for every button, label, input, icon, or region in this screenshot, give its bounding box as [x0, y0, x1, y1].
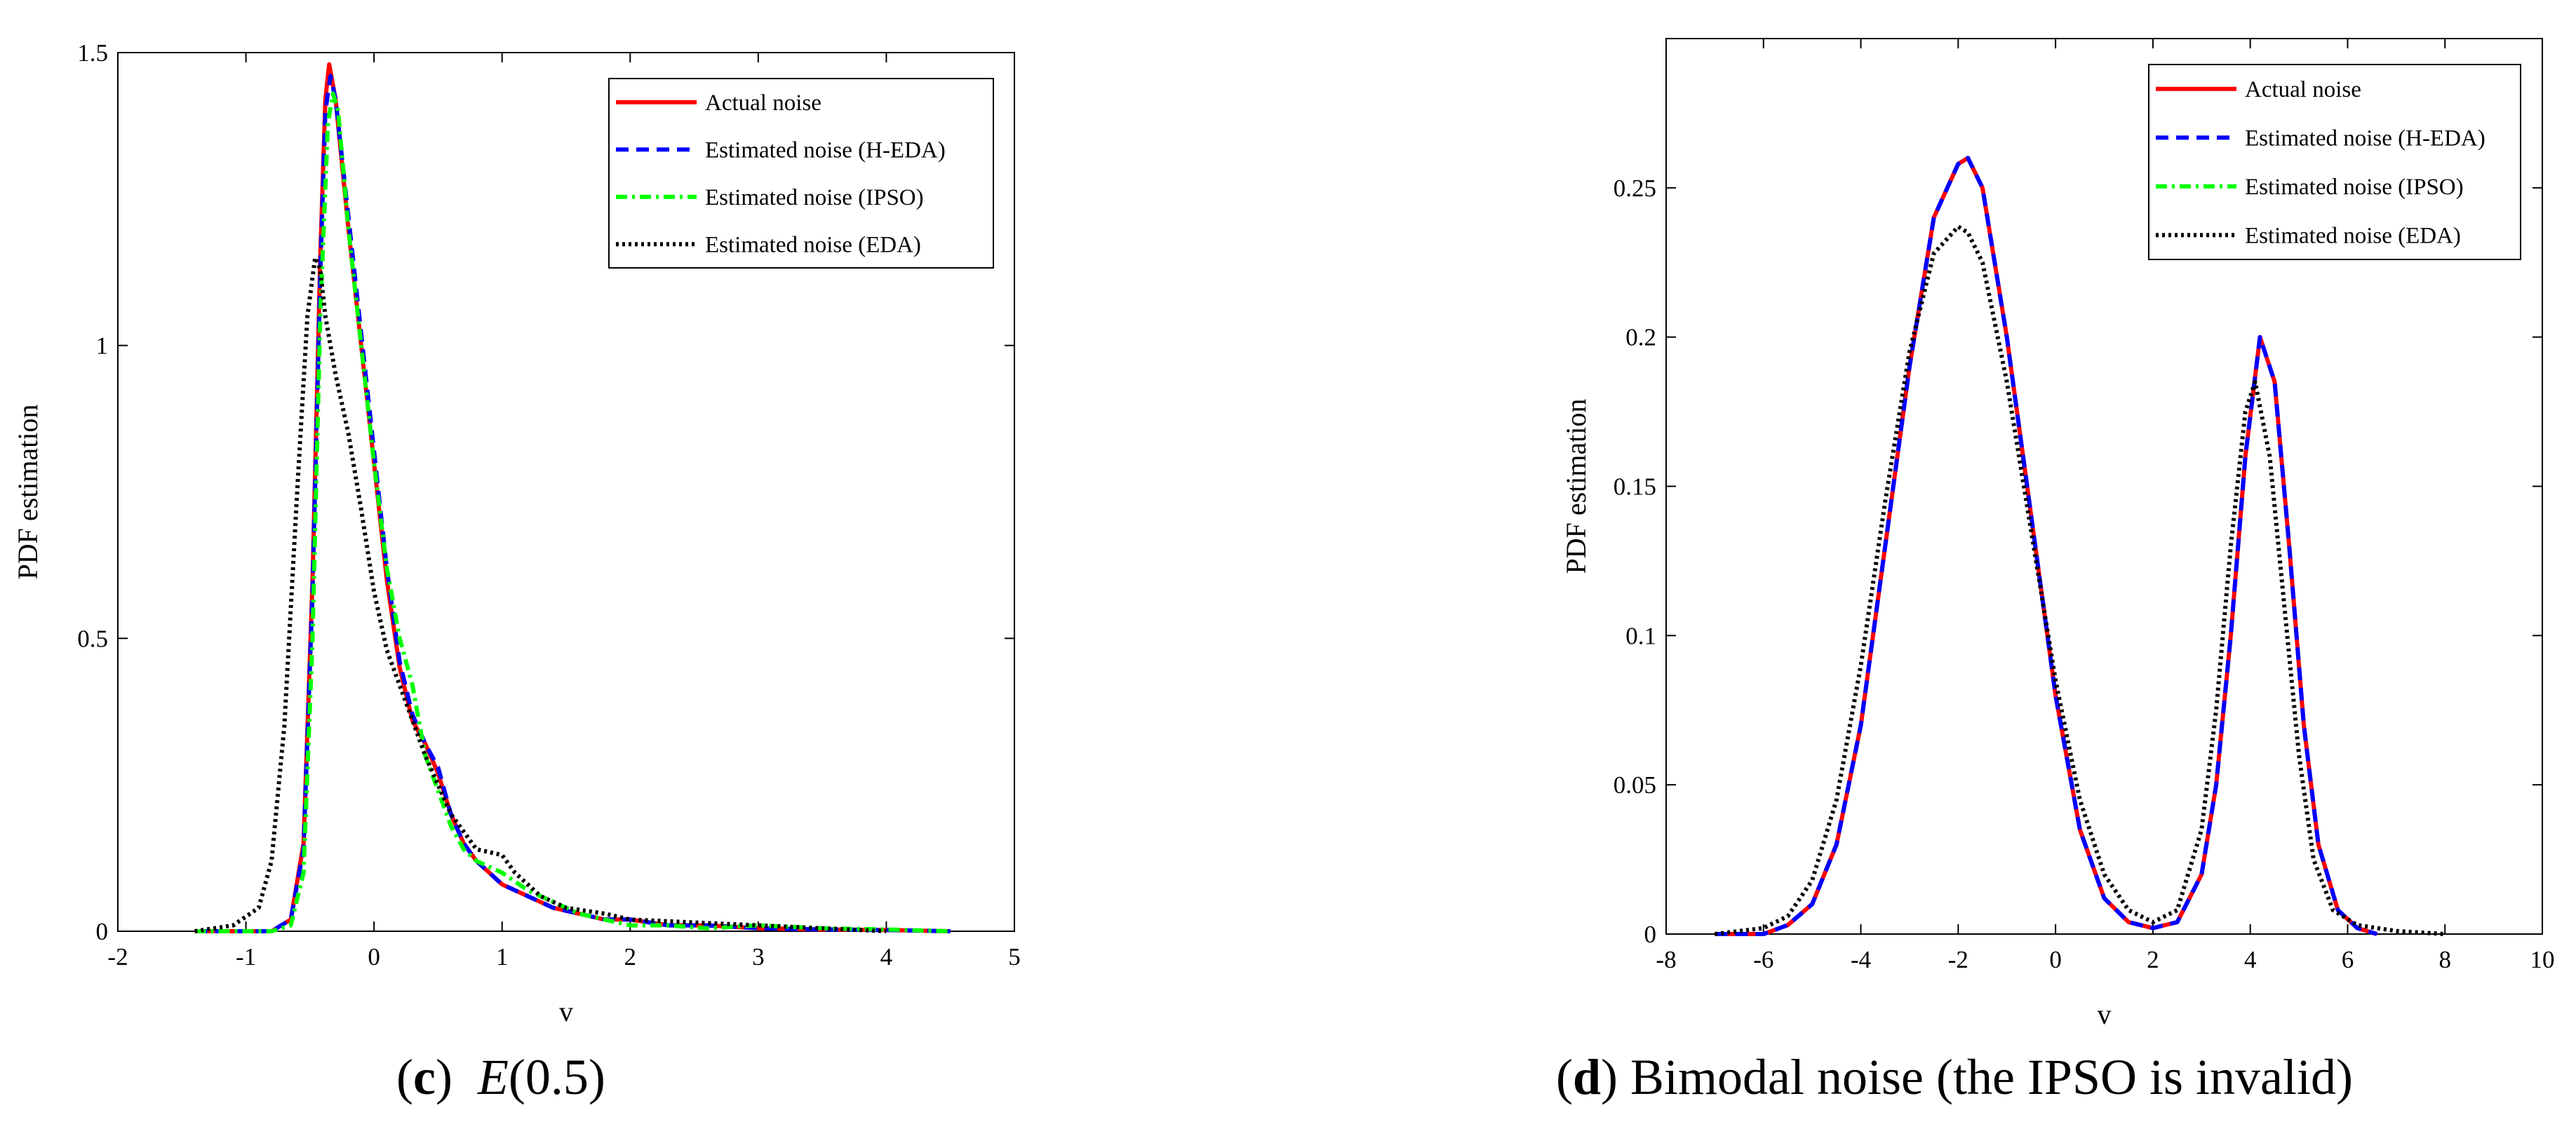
chart-panel-c: -2 -1 0 1 2 3 4 5 0 0.5 1 1.5 v PDF estimation Actual … [12, 39, 1021, 1027]
x-tick-label: -2 [1948, 946, 1968, 973]
y-tick-label: 0 [1644, 921, 1657, 948]
x-axis-label: v [2098, 999, 2112, 1030]
legend: Actual noise Estimated noise (H-EDA) Estim… [608, 78, 994, 269]
caption-d-letter: d [1573, 1049, 1601, 1105]
legend-label: Estimated noise (IPSO) [705, 185, 924, 210]
series-line-estimated-noise-eda [1715, 224, 2446, 936]
y-tick-label: 1 [96, 332, 109, 360]
caption-c-arg: (0.5) [509, 1049, 605, 1105]
legend-label: Estimated noise (H-EDA) [2245, 126, 2486, 151]
y-axis-label: PDF estimation [1560, 398, 1592, 574]
y-tick-label: 0.25 [1614, 175, 1656, 202]
legend-box [608, 78, 994, 269]
series-line-estimated-noise-eda [194, 255, 887, 933]
caption-c: (c) E(0.5) [396, 1049, 605, 1105]
x-tick-label: 8 [2439, 946, 2451, 973]
legend-label: Estimated noise (H-EDA) [705, 137, 946, 163]
x-tick-label: 0 [368, 943, 380, 971]
legend-box [2148, 64, 2521, 260]
legend-label: Actual noise [2245, 77, 2361, 102]
legend-label: Estimated noise (EDA) [705, 232, 921, 257]
x-tick-label: 3 [752, 943, 765, 971]
y-tick-label: 0.15 [1614, 473, 1656, 501]
y-axis-label: PDF estimation [12, 404, 43, 579]
x-tick-label: 4 [2244, 946, 2257, 973]
legend: Actual noise Estimated noise (H-EDA) Estim… [2148, 64, 2521, 260]
series-line-estimated-noise-h-eda [194, 74, 951, 933]
x-tick-label: -1 [236, 943, 256, 971]
x-tick-label: 0 [2049, 946, 2062, 973]
x-tick-label: 10 [2530, 946, 2555, 973]
x-tick-label: 4 [880, 943, 893, 971]
y-tick-label: 0.1 [1625, 622, 1656, 649]
legend-label: Actual noise [705, 90, 821, 116]
series-line-estimated-noise-h-eda [1715, 156, 2377, 936]
chart-panel-d: -8 -6 -4 -2 0 2 4 6 8 10 0 0.05 0.1 0.15 0.2 0.25 v PDF e… [1560, 38, 2555, 1030]
y-tick-label: 1.5 [77, 39, 108, 67]
x-axis-label: v [559, 996, 573, 1027]
legend-label: Estimated noise (IPSO) [2245, 175, 2464, 200]
caption-d: (d) Bimodal noise (the IPSO is invalid) [1556, 1049, 2353, 1105]
y-tick-label: 0 [96, 918, 109, 945]
x-tick-label: 1 [496, 943, 509, 971]
x-tick-label: 6 [2342, 946, 2354, 973]
x-tick-label: 2 [2147, 946, 2159, 973]
x-tick-label: 5 [1008, 943, 1021, 971]
x-tick-label: -2 [107, 943, 128, 971]
plot-area-frame-c [117, 52, 1015, 932]
x-tick-label: 2 [624, 943, 637, 971]
x-tick-label: -4 [1851, 946, 1871, 973]
y-tick-label: 0.5 [77, 625, 108, 652]
y-tick-label: 0.05 [1614, 771, 1656, 799]
caption-d-text: ) Bimodal noise (the IPSO is invalid) [1601, 1049, 2353, 1105]
caption-c-letter: c [413, 1049, 436, 1105]
x-tick-label: -8 [1656, 946, 1676, 973]
y-tick-label: 0.2 [1625, 324, 1656, 351]
legend-label: Estimated noise (EDA) [2245, 223, 2461, 248]
caption-c-var: E [477, 1049, 509, 1105]
caption-c-space [452, 1049, 478, 1105]
series-line-estimated-noise-ipso [194, 91, 951, 933]
x-tick-label: -6 [1753, 946, 1773, 973]
